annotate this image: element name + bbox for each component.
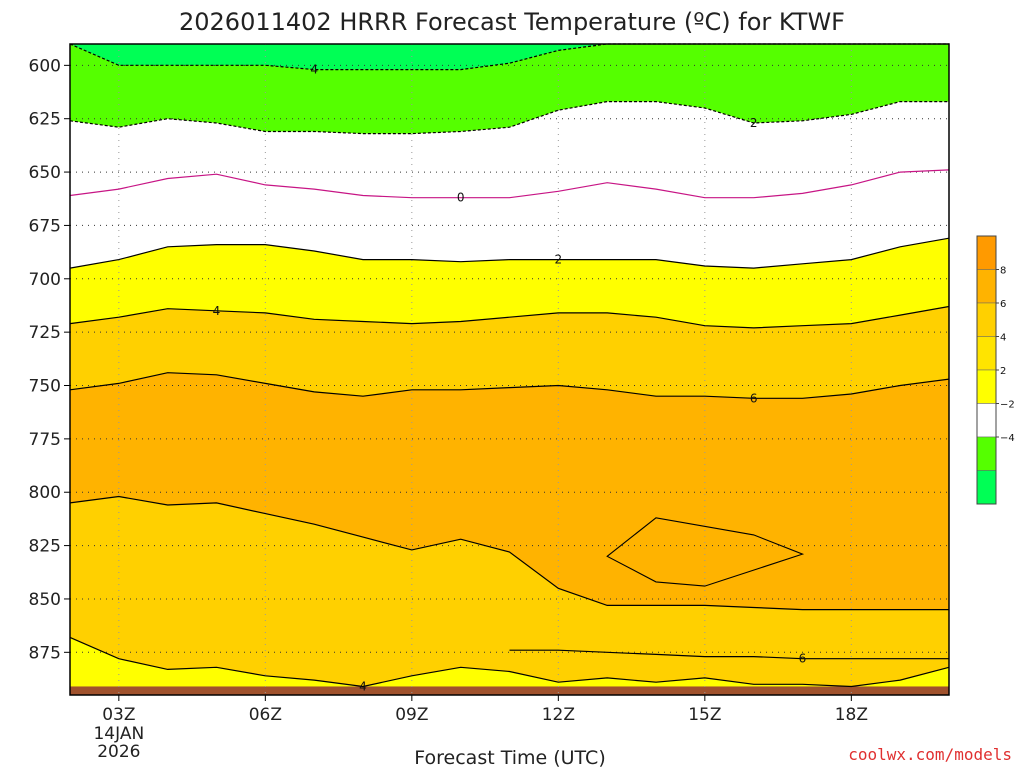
y-tick-label: 625 xyxy=(29,110,61,130)
isotherm-label: 2 xyxy=(555,253,563,267)
warm-pocket xyxy=(606,517,805,587)
y-tick-label: 650 xyxy=(29,163,61,183)
legend-swatch xyxy=(976,470,997,505)
isotherm-line xyxy=(69,169,950,199)
y-tick-label: 825 xyxy=(29,537,61,557)
y-tick-label: 600 xyxy=(29,56,61,76)
y-tick-label: 700 xyxy=(29,270,61,290)
chart-title: 2026011402 HRRR Forecast Temperature (ºC… xyxy=(179,8,845,36)
legend-label: 2 xyxy=(1000,366,1006,377)
y-tick-label: 725 xyxy=(29,323,61,343)
legend-label: 6 xyxy=(1000,299,1006,310)
isotherm-label: 2 xyxy=(750,116,758,130)
y-tick-label: 800 xyxy=(29,483,61,503)
isotherm-line xyxy=(69,43,949,71)
isotherm-line xyxy=(69,636,950,688)
band-below-minus-4 xyxy=(70,44,949,70)
grid xyxy=(70,44,949,695)
x-tick-label: 15Z xyxy=(688,705,721,725)
y-tick-label: 850 xyxy=(29,590,61,610)
legend-swatch xyxy=(976,269,997,304)
isotherm-label: 6 xyxy=(799,652,807,666)
isotherm-line xyxy=(69,372,950,399)
legend-swatch xyxy=(976,235,997,270)
x-tick-label: 12Z xyxy=(542,705,575,725)
isotherm-line xyxy=(69,305,950,329)
legend-swatch xyxy=(976,336,997,371)
ground-strip xyxy=(70,686,949,695)
legend-label: −4 xyxy=(1000,433,1015,444)
legend-swatch xyxy=(976,436,997,471)
x-tick-sublabel: 14JAN xyxy=(93,724,144,744)
isotherm-line xyxy=(69,237,950,269)
legend-swatch xyxy=(976,302,997,337)
y-tick-label: 875 xyxy=(29,643,61,663)
band-2-to-4 xyxy=(70,238,949,328)
legend-label: −2 xyxy=(1000,400,1015,411)
isotherm-line xyxy=(69,495,949,611)
legend-label: 4 xyxy=(1000,333,1006,344)
band-minus-2-to-2 xyxy=(70,101,949,269)
isotherm-line xyxy=(509,649,949,660)
legend-swatch xyxy=(976,403,997,438)
y-tick-label: 775 xyxy=(29,430,61,450)
isotherm-label: 0 xyxy=(457,191,465,205)
x-tick-label: 03Z xyxy=(102,705,135,725)
credit-link[interactable]: coolwx.com/models xyxy=(848,745,1012,764)
band-minus-4-to-minus-2 xyxy=(70,44,949,134)
x-tick-label: 18Z xyxy=(835,705,868,725)
band-4-to-6-lower xyxy=(70,496,949,687)
y-tick-label: 675 xyxy=(29,216,61,236)
band-2-to-4-lower xyxy=(70,637,949,695)
isotherm-line xyxy=(69,101,949,135)
plot-area: 4 2 0 2 4 6 4 6 xyxy=(69,43,950,696)
isotherm-label: 4 xyxy=(359,679,367,693)
y-tick-label: 750 xyxy=(29,377,61,397)
x-tick-label: 09Z xyxy=(395,705,428,725)
x-tick-label: 06Z xyxy=(249,705,282,725)
color-legend: 8 6 4 2 −2 −4 xyxy=(976,235,1015,505)
legend-swatch xyxy=(976,369,997,404)
isotherm-label: 4 xyxy=(213,304,221,318)
legend-label: 8 xyxy=(1000,266,1006,277)
x-axis-title: Forecast Time (UTC) xyxy=(414,747,605,768)
plot-frame xyxy=(69,43,950,696)
x-tick-sublabel: 2026 xyxy=(97,742,140,762)
isotherm-label: 4 xyxy=(310,63,318,77)
isotherm-label: 6 xyxy=(750,391,758,405)
band-4-to-6 xyxy=(70,306,949,399)
axes: 60062565067570072575077580082585087503Z1… xyxy=(29,56,868,762)
